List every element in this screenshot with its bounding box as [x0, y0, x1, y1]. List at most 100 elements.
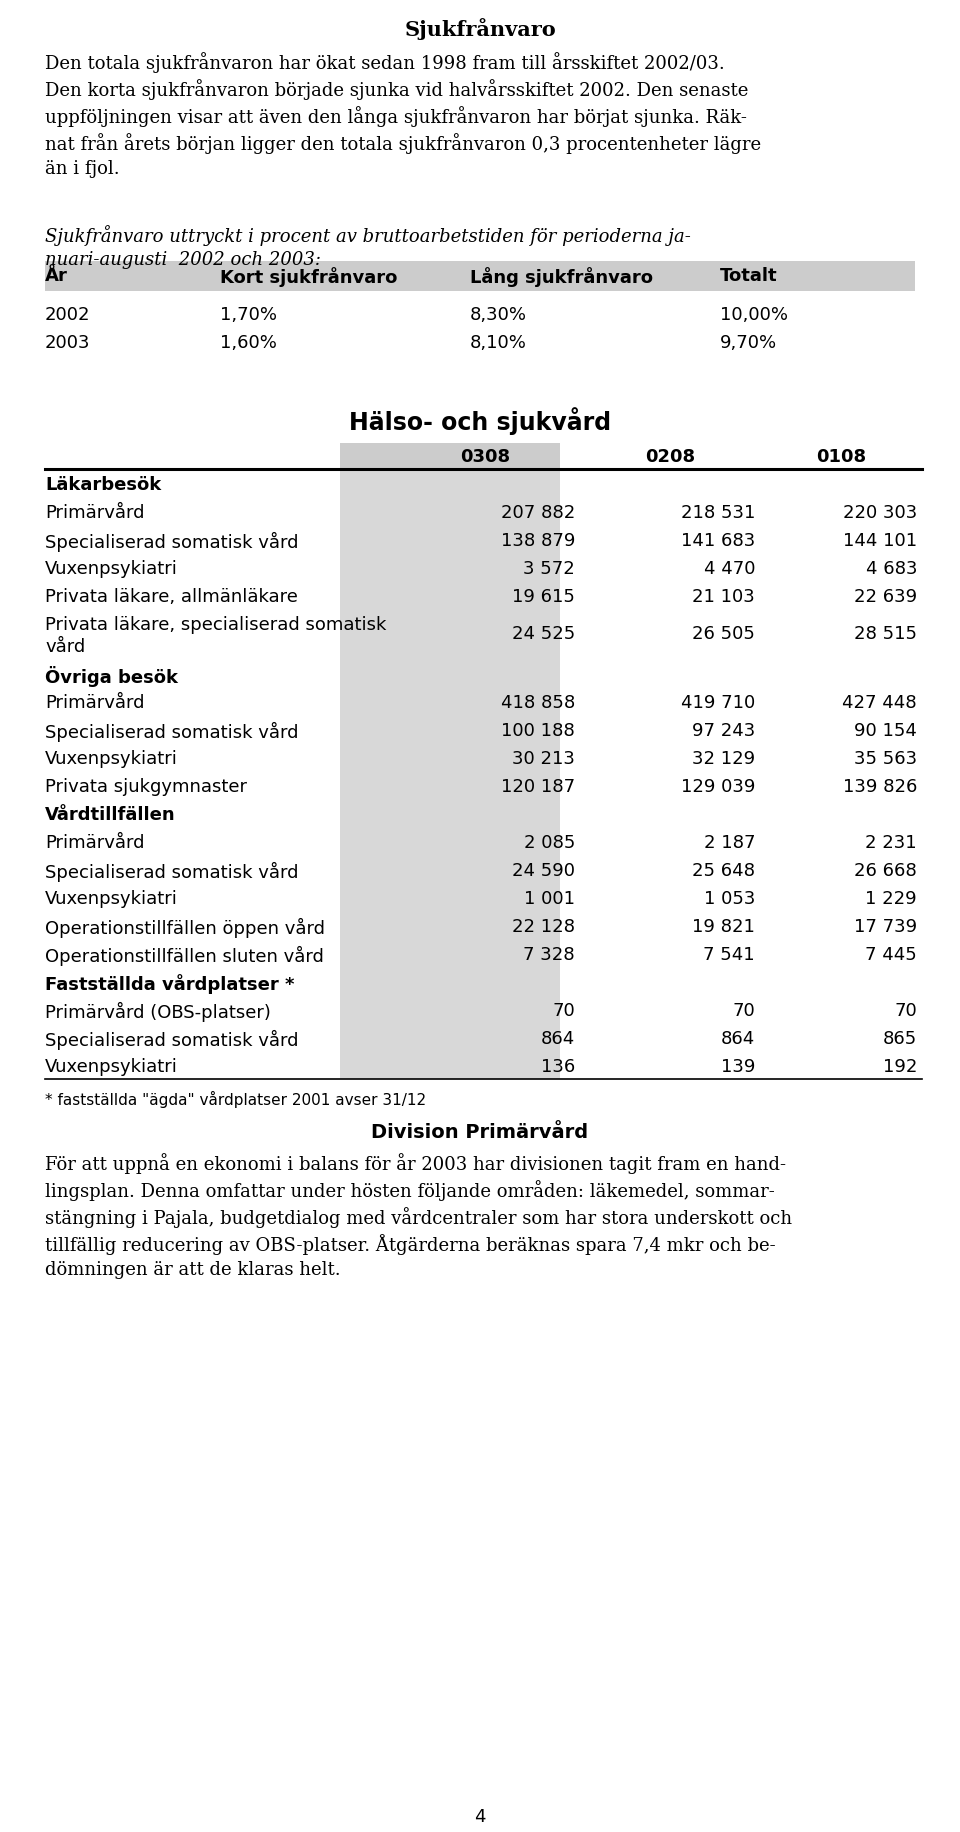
- Text: 419 710: 419 710: [681, 694, 755, 713]
- Text: Specialiserad somatisk vård: Specialiserad somatisk vård: [45, 531, 299, 551]
- Text: dömningen är att de klaras helt.: dömningen är att de klaras helt.: [45, 1260, 341, 1279]
- Bar: [340, 826, 560, 856]
- Text: 30 213: 30 213: [512, 749, 575, 768]
- Text: Vuxenpsykiatri: Vuxenpsykiatri: [45, 890, 178, 909]
- Text: 28 515: 28 515: [854, 625, 917, 643]
- Text: 864: 864: [540, 1030, 575, 1048]
- Bar: [340, 799, 560, 826]
- Text: Fastställda vårdplatser *: Fastställda vårdplatser *: [45, 975, 295, 995]
- Text: 865: 865: [883, 1030, 917, 1048]
- Bar: [340, 856, 560, 883]
- Text: 192: 192: [882, 1059, 917, 1075]
- Text: 70: 70: [552, 1002, 575, 1020]
- Text: 2 231: 2 231: [865, 834, 917, 852]
- Text: 24 525: 24 525: [512, 625, 575, 643]
- Text: 32 129: 32 129: [692, 749, 755, 768]
- Text: Den totala sjukfrånvaron har ökat sedan 1998 fram till årsskiftet 2002/03.: Den totala sjukfrånvaron har ökat sedan …: [45, 51, 725, 73]
- Bar: [340, 940, 560, 967]
- Text: 418 858: 418 858: [501, 694, 575, 713]
- Text: 138 879: 138 879: [500, 531, 575, 550]
- Text: 2002: 2002: [45, 306, 90, 324]
- Text: 141 683: 141 683: [681, 531, 755, 550]
- Text: vård: vård: [45, 638, 85, 656]
- Text: 0308: 0308: [460, 449, 510, 465]
- Text: 2 187: 2 187: [704, 834, 755, 852]
- Text: 9,70%: 9,70%: [720, 333, 778, 352]
- Text: Totalt: Totalt: [720, 267, 778, 286]
- Text: 70: 70: [732, 1002, 755, 1020]
- Text: 7 328: 7 328: [523, 945, 575, 964]
- Text: Privata läkare, allmänläkare: Privata läkare, allmänläkare: [45, 588, 298, 606]
- Bar: [340, 1022, 560, 1052]
- Text: 19 615: 19 615: [512, 588, 575, 606]
- Text: 35 563: 35 563: [853, 749, 917, 768]
- Text: 17 739: 17 739: [853, 918, 917, 936]
- Text: 1 229: 1 229: [865, 890, 917, 909]
- Text: stängning i Pajala, budgetdialog med vårdcentraler som har stora underskott och: stängning i Pajala, budgetdialog med vår…: [45, 1207, 792, 1227]
- Text: 120 187: 120 187: [501, 779, 575, 795]
- Text: 0108: 0108: [816, 449, 866, 465]
- Text: 1 053: 1 053: [704, 890, 755, 909]
- Text: 8,30%: 8,30%: [470, 306, 527, 324]
- Text: 21 103: 21 103: [692, 588, 755, 606]
- Bar: [340, 911, 560, 940]
- Text: 22 128: 22 128: [512, 918, 575, 936]
- Text: Primärvård (OBS-platser): Primärvård (OBS-platser): [45, 1002, 271, 1022]
- Text: Operationstillfällen öppen vård: Operationstillfällen öppen vård: [45, 918, 325, 938]
- Text: 4 683: 4 683: [866, 561, 917, 579]
- Text: 3 572: 3 572: [523, 561, 575, 579]
- Bar: [340, 660, 560, 687]
- Bar: [340, 883, 560, 911]
- Bar: [340, 771, 560, 799]
- Text: Övriga besök: Övriga besök: [45, 667, 178, 687]
- Text: 1,70%: 1,70%: [220, 306, 277, 324]
- Text: 100 188: 100 188: [501, 722, 575, 740]
- Bar: [340, 1052, 560, 1079]
- Text: lingsplan. Denna omfattar under hösten följande områden: läkemedel, sommar-: lingsplan. Denna omfattar under hösten f…: [45, 1180, 775, 1202]
- Text: 19 821: 19 821: [692, 918, 755, 936]
- Text: Vårdtillfällen: Vårdtillfällen: [45, 806, 176, 824]
- Text: Vuxenpsykiatri: Vuxenpsykiatri: [45, 1059, 178, 1075]
- Text: Specialiserad somatisk vård: Specialiserad somatisk vård: [45, 722, 299, 742]
- Bar: [340, 967, 560, 995]
- Text: 144 101: 144 101: [843, 531, 917, 550]
- Text: Operationstillfällen sluten vård: Operationstillfällen sluten vård: [45, 945, 324, 965]
- Bar: [340, 744, 560, 771]
- Text: 97 243: 97 243: [692, 722, 755, 740]
- Text: Privata läkare, specialiserad somatisk: Privata läkare, specialiserad somatisk: [45, 616, 386, 634]
- Text: 427 448: 427 448: [842, 694, 917, 713]
- Text: nuari-augusti  2002 och 2003:: nuari-augusti 2002 och 2003:: [45, 251, 321, 269]
- Text: 0208: 0208: [645, 449, 695, 465]
- Text: 26 668: 26 668: [854, 863, 917, 879]
- Text: 864: 864: [721, 1030, 755, 1048]
- Text: 218 531: 218 531: [681, 504, 755, 522]
- Text: Sjukfrånvaro uttryckt i procent av bruttoarbetstiden för perioderna ja-: Sjukfrånvaro uttryckt i procent av brutt…: [45, 225, 691, 245]
- Text: 24 590: 24 590: [512, 863, 575, 879]
- Text: Vuxenpsykiatri: Vuxenpsykiatri: [45, 749, 178, 768]
- Text: 129 039: 129 039: [681, 779, 755, 795]
- Text: Specialiserad somatisk vård: Specialiserad somatisk vård: [45, 863, 299, 881]
- Text: 1,60%: 1,60%: [220, 333, 276, 352]
- Text: 207 882: 207 882: [501, 504, 575, 522]
- Text: tillfällig reducering av OBS-platser. Åtgärderna beräknas spara 7,4 mkr och be-: tillfällig reducering av OBS-platser. Åt…: [45, 1235, 776, 1255]
- Text: Lång sjukfrånvaro: Lång sjukfrånvaro: [470, 267, 653, 288]
- Bar: [45, 260, 915, 291]
- Text: 10,00%: 10,00%: [720, 306, 788, 324]
- Text: nat från årets början ligger den totala sjukfrånvaron 0,3 procentenheter lägre: nat från årets början ligger den totala …: [45, 134, 761, 154]
- Bar: [340, 443, 560, 469]
- Bar: [340, 553, 560, 581]
- Text: 7 541: 7 541: [704, 945, 755, 964]
- Bar: [340, 714, 560, 744]
- Text: Division Primärvård: Division Primärvård: [372, 1123, 588, 1141]
- Text: 4: 4: [474, 1808, 486, 1827]
- Text: 26 505: 26 505: [692, 625, 755, 643]
- Text: 4 470: 4 470: [704, 561, 755, 579]
- Text: 139: 139: [721, 1059, 755, 1075]
- Text: 2 085: 2 085: [523, 834, 575, 852]
- Text: 8,10%: 8,10%: [470, 333, 527, 352]
- Text: 90 154: 90 154: [854, 722, 917, 740]
- Text: 70: 70: [895, 1002, 917, 1020]
- Text: 22 639: 22 639: [853, 588, 917, 606]
- Bar: [340, 687, 560, 714]
- Bar: [340, 526, 560, 553]
